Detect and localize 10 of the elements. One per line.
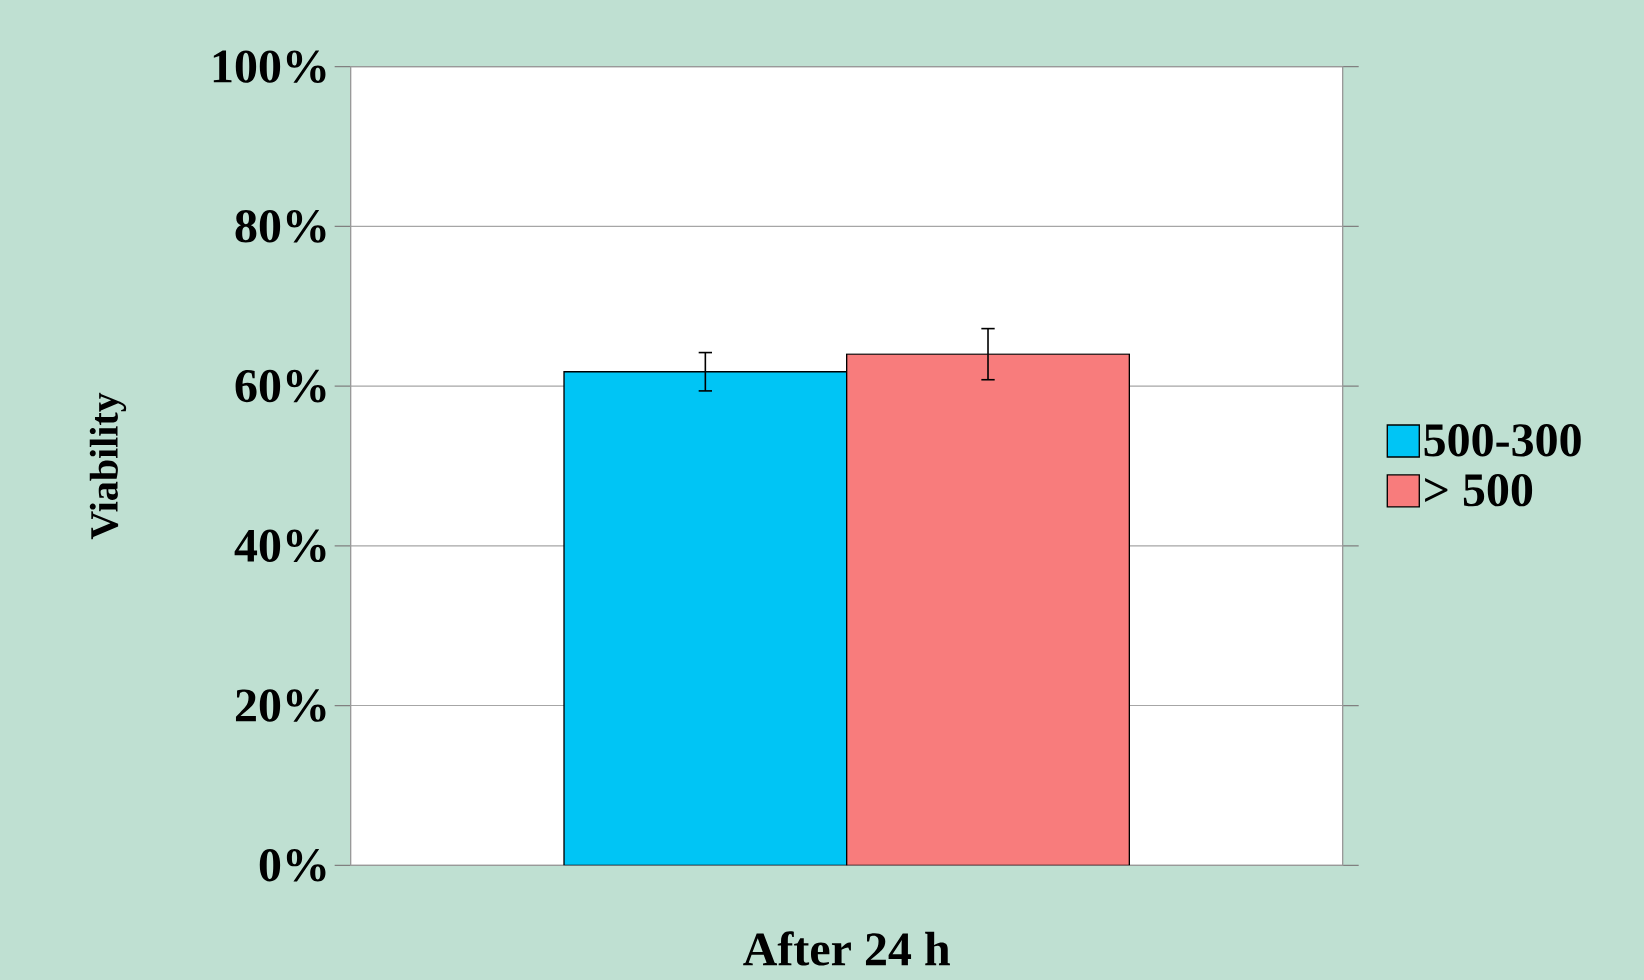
y-tick-label: 40% (234, 529, 326, 563)
legend-label: 500-300 (1424, 424, 1581, 457)
y-tick-label: 20% (235, 689, 326, 722)
legend-label: > 500 (1425, 474, 1533, 507)
y-tick-label: 0% (259, 849, 326, 882)
y-tick-label: 60% (235, 369, 326, 403)
y-axis-title: Viability (89, 392, 127, 540)
x-tick-label: After 24 h (743, 931, 950, 966)
y-tick-label: 100% (213, 50, 326, 83)
y-tick-label: 80% (235, 210, 326, 243)
